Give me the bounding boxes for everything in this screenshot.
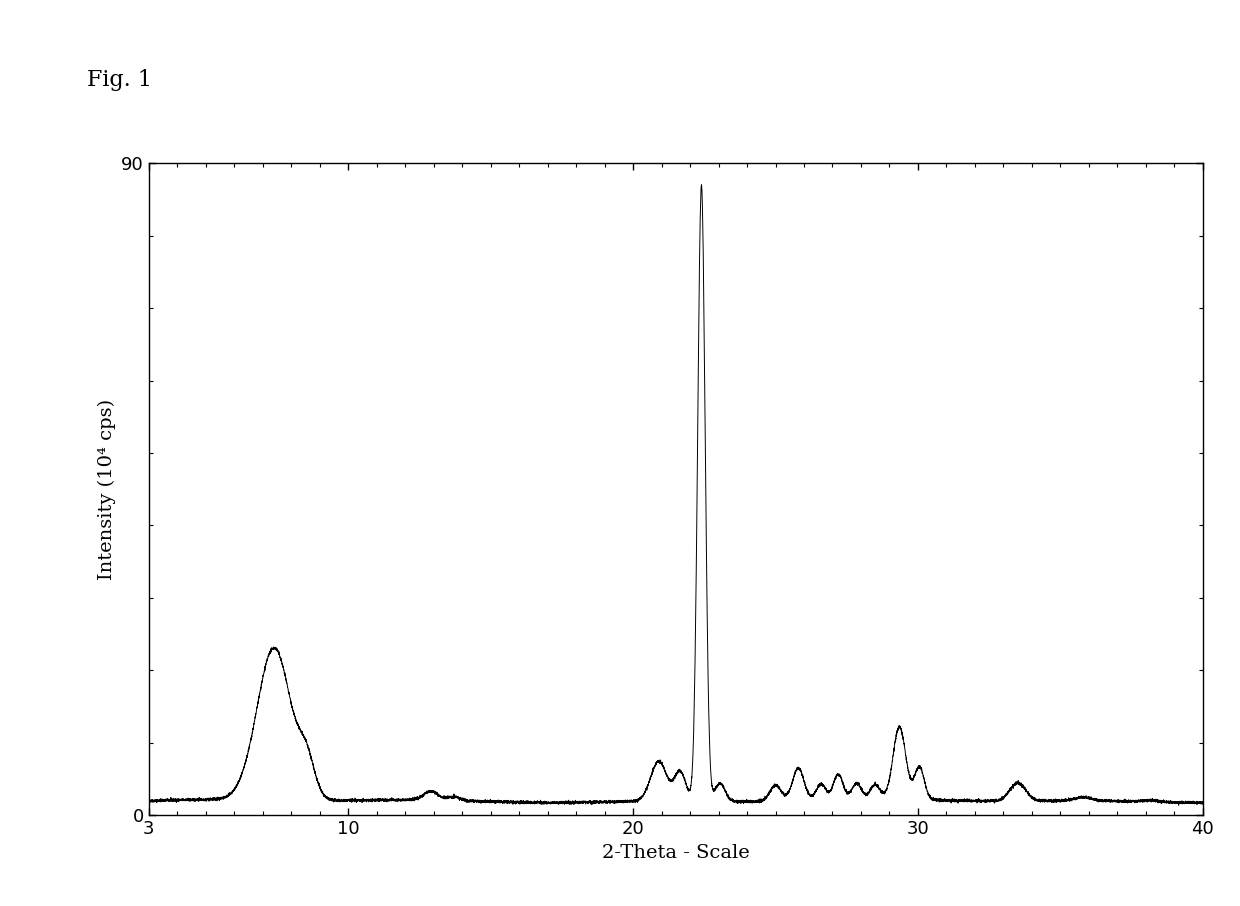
Y-axis label: Intensity (10⁴ cps): Intensity (10⁴ cps) [98, 399, 115, 580]
Text: Fig. 1: Fig. 1 [87, 69, 151, 91]
X-axis label: 2-Theta - Scale: 2-Theta - Scale [601, 843, 750, 862]
